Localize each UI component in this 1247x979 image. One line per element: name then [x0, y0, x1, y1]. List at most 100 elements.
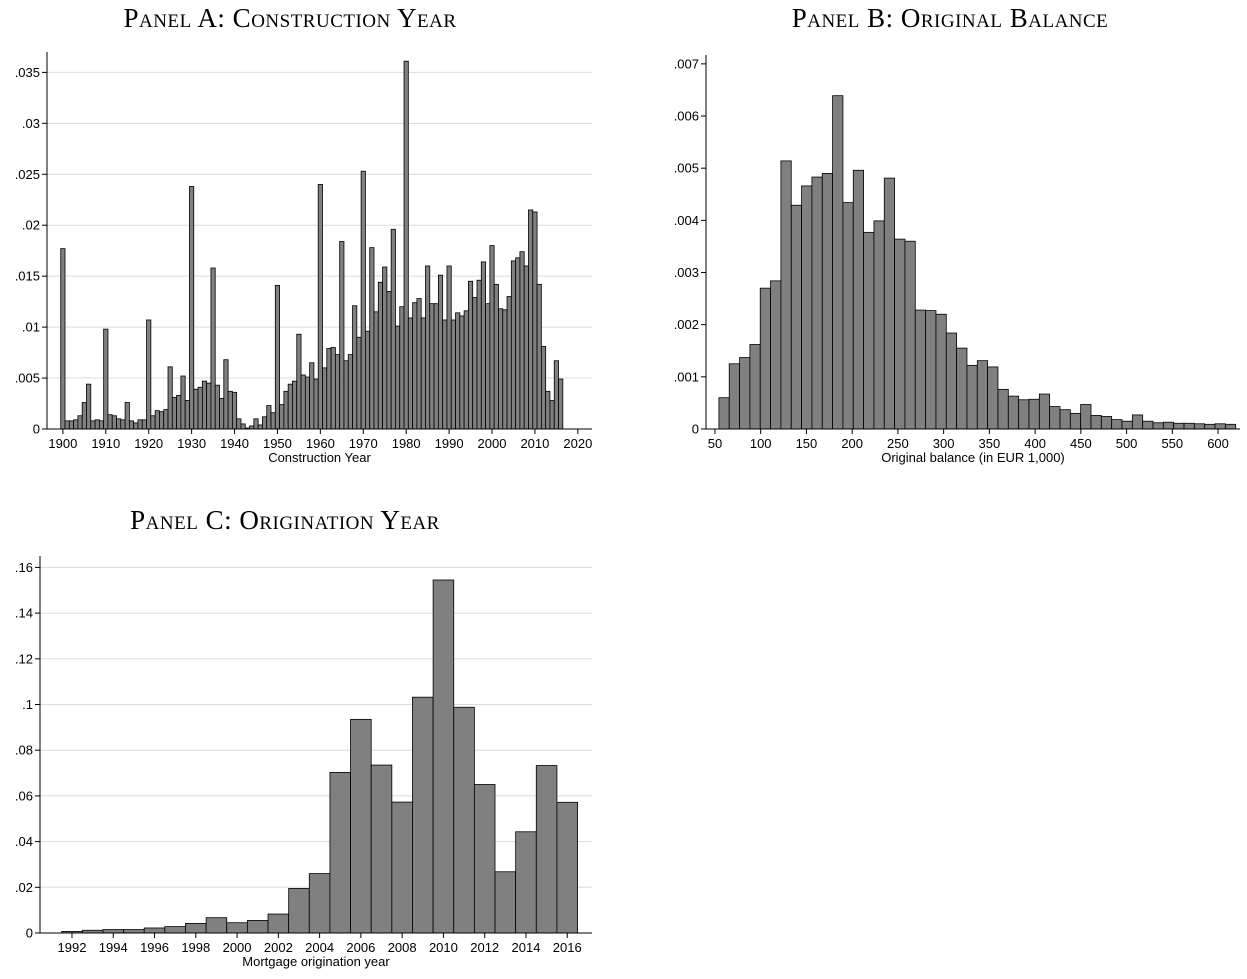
y-tick-label: .002	[674, 317, 699, 332]
x-axis-title: Mortgage origination year	[242, 954, 390, 969]
bar	[556, 801, 578, 934]
bar	[309, 362, 315, 430]
x-tick-label: 300	[933, 436, 955, 451]
bar	[373, 311, 379, 430]
bar	[391, 801, 413, 934]
y-tick-label: .004	[674, 213, 699, 228]
x-tick-label: 1900	[48, 436, 77, 451]
x-tick-label: 2004	[305, 940, 334, 955]
bar	[1142, 420, 1154, 430]
bar	[197, 386, 203, 430]
bar	[205, 917, 228, 934]
bar	[1069, 412, 1082, 430]
bar	[226, 922, 248, 934]
bar	[883, 177, 896, 430]
bar	[164, 926, 186, 934]
bar	[863, 231, 875, 430]
y-tick-label: .03	[22, 116, 40, 131]
x-tick-label: 2012	[470, 940, 499, 955]
bar	[350, 718, 372, 934]
x-tick-label: 2008	[388, 940, 417, 955]
bar	[749, 344, 761, 430]
bar	[111, 415, 117, 430]
bar	[532, 211, 538, 430]
bar	[535, 765, 558, 934]
x-tick-label: 1992	[58, 940, 87, 955]
bar	[1090, 415, 1102, 430]
bar	[446, 265, 452, 430]
bar	[904, 240, 916, 430]
y-tick-label: .16	[15, 560, 33, 575]
bar	[553, 360, 559, 430]
x-tick-label: 1996	[140, 940, 169, 955]
x-tick-label: 2014	[512, 940, 541, 955]
bar	[528, 209, 534, 430]
x-tick-label: 1960	[306, 436, 335, 451]
bar	[494, 871, 517, 934]
bar	[416, 298, 422, 430]
y-tick-label: .005	[674, 161, 699, 176]
y-tick-label: .04	[15, 834, 33, 849]
y-tick-label: .01	[22, 320, 40, 335]
bar	[770, 280, 782, 430]
bar	[433, 303, 439, 430]
bar	[956, 347, 968, 430]
bar	[68, 420, 75, 430]
bar	[540, 346, 547, 430]
bar	[493, 283, 499, 430]
bar	[386, 291, 392, 430]
x-tick-label: 2010	[520, 436, 549, 451]
bar	[365, 330, 371, 430]
panel-title: Panel C: Origination Year	[130, 505, 440, 535]
x-tick-label: 1980	[392, 436, 421, 451]
panel-title: Panel B: Original Balance	[792, 3, 1109, 33]
bar	[780, 160, 792, 430]
bar	[453, 706, 475, 934]
bar	[227, 390, 233, 430]
y-tick-label: .02	[22, 218, 40, 233]
bar	[334, 354, 341, 430]
bar	[873, 220, 885, 430]
bar	[718, 397, 730, 430]
bar	[1173, 422, 1185, 430]
bar	[77, 415, 83, 430]
bar	[304, 376, 311, 430]
bar	[1018, 399, 1030, 430]
x-axis-title: Original balance (in EUR 1,000)	[881, 450, 1065, 465]
bar	[739, 357, 751, 430]
bar	[313, 378, 319, 430]
bar	[399, 306, 405, 430]
x-tick-label: 1930	[177, 436, 206, 451]
bar	[759, 287, 771, 430]
y-tick-label: .007	[674, 56, 699, 71]
x-axis-title: Construction Year	[268, 450, 371, 465]
bar	[1183, 422, 1195, 430]
bar	[201, 380, 208, 430]
x-tick-label: 2010	[429, 940, 458, 955]
bar	[184, 400, 190, 430]
y-tick-label: .08	[15, 743, 33, 758]
bar	[107, 414, 113, 430]
bar	[352, 305, 358, 430]
bar	[98, 420, 105, 430]
bar	[116, 418, 122, 430]
bar	[966, 364, 978, 430]
bar	[894, 238, 906, 430]
bar	[322, 367, 328, 430]
bar	[279, 404, 285, 430]
bar	[1100, 416, 1113, 430]
x-tick-label: 1994	[99, 940, 128, 955]
bar	[103, 328, 109, 430]
bar	[842, 202, 854, 430]
y-tick-label: .006	[674, 109, 699, 124]
x-tick-label: 100	[750, 436, 772, 451]
bar	[167, 366, 173, 430]
bar	[480, 261, 486, 430]
bar	[246, 920, 269, 934]
x-tick-label: 1970	[349, 436, 378, 451]
y-tick-label: .015	[15, 269, 40, 284]
x-tick-label: 2006	[346, 940, 375, 955]
bar	[176, 394, 182, 430]
bar	[510, 260, 517, 430]
x-tick-label: 1990	[435, 436, 464, 451]
